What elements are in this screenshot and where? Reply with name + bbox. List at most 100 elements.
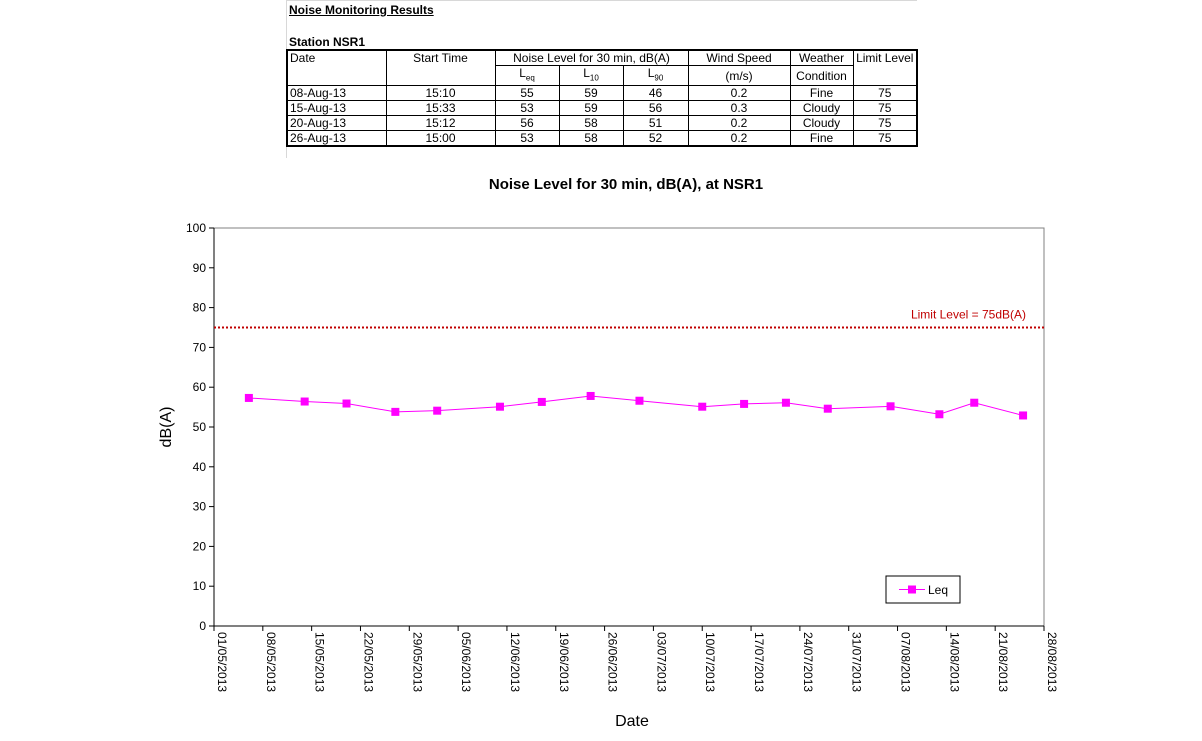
data-point [391, 407, 400, 416]
y-tick-label: 60 [193, 380, 207, 394]
cell-limit: 75 [852, 130, 918, 147]
cell-date: 15-Aug-13 [286, 100, 387, 117]
x-tick-label: 14/08/2013 [947, 632, 961, 692]
legend: Leq [885, 575, 961, 604]
y-tick-label: 40 [193, 460, 207, 474]
data-point [300, 397, 309, 406]
noise-results-table: Date Start Time Noise Level for 30 min, … [286, 49, 919, 148]
sheet-top-divider [287, 0, 917, 1]
plot-area [213, 227, 1045, 627]
chart-title: Noise Level for 30 min, dB(A), at NSR1 [489, 176, 763, 193]
table-row: 26-Aug-13 15:00 53 58 52 0.2 Fine 75 [286, 130, 918, 147]
header-l10: L10 [558, 64, 624, 87]
x-tick-label: 15/05/2013 [313, 632, 327, 692]
y-tick-label: 90 [193, 261, 207, 275]
limit-line-label: Limit Level = 75dB(A) [911, 308, 1026, 322]
results-heading: Noise Monitoring Results [289, 3, 434, 17]
x-tick-label: 19/06/2013 [557, 632, 571, 692]
x-tick-label: 28/08/2013 [1045, 632, 1059, 692]
y-tick-label: 80 [193, 301, 207, 315]
legend-marker [908, 585, 916, 594]
series-leq [244, 391, 1028, 420]
legend-label: Leq [928, 583, 948, 597]
x-tick-label: 05/06/2013 [459, 632, 473, 692]
cell-date: 20-Aug-13 [286, 115, 387, 132]
data-point [342, 399, 351, 408]
data-point [781, 398, 790, 407]
cell-weather: Fine [789, 130, 854, 147]
cell-start-time: 15:12 [385, 115, 496, 132]
x-tick-label: 03/07/2013 [654, 632, 668, 692]
cell-leq: 53 [494, 100, 560, 117]
cell-start-time: 15:00 [385, 130, 496, 147]
data-point [586, 391, 595, 400]
y-tick-label: 100 [186, 221, 206, 235]
y-axis-label: dB(A) [158, 407, 175, 448]
cell-wind-speed: 0.2 [687, 115, 791, 132]
y-tick-label: 0 [199, 619, 206, 633]
station-heading: Station NSR1 [289, 35, 366, 49]
header-weather-line1: Weather [789, 49, 854, 66]
header-leq-sub: eq [525, 73, 535, 83]
cell-l90: 52 [622, 130, 689, 147]
x-tick-label: 01/05/2013 [215, 632, 229, 692]
header-limit-level: Limit Level [852, 49, 918, 87]
data-point [244, 393, 253, 402]
y-tick-label: 50 [193, 420, 207, 434]
table-subheader-row: Leq L10 L90 (m/s) Condition [287, 64, 917, 87]
data-point [823, 404, 832, 413]
data-point [698, 402, 707, 411]
cell-leq: 55 [494, 85, 560, 102]
header-weather-line2: Condition [789, 64, 854, 87]
data-point [537, 397, 546, 406]
data-point [740, 399, 749, 408]
data-point [1019, 411, 1028, 420]
data-point [495, 402, 504, 411]
x-tick-label: 17/07/2013 [752, 632, 766, 692]
table-row: 08-Aug-13 15:10 55 59 46 0.2 Fine 75 [286, 85, 918, 102]
y-tick-label: 70 [193, 340, 207, 354]
x-axis-ticks: 01/05/2013 08/05/2013 15/05/2013 22/05/2013… [213, 626, 1059, 692]
x-tick-label: 12/06/2013 [508, 632, 522, 692]
data-point [886, 402, 895, 411]
data-point [433, 406, 442, 415]
limit-line-group: Limit Level = 75dB(A) [214, 308, 1044, 329]
x-tick-label: 26/06/2013 [606, 632, 620, 692]
header-l10-letter: L [583, 66, 590, 80]
header-l90-sub: 90 [654, 73, 664, 83]
x-tick-label: 29/05/2013 [410, 632, 424, 692]
data-point [935, 410, 944, 419]
table-row: 20-Aug-13 15:12 56 58 51 0.2 Cloudy 75 [286, 115, 918, 132]
x-tick-label: 22/05/2013 [361, 632, 375, 692]
cell-l10: 58 [558, 115, 624, 132]
x-tick-label: 31/07/2013 [850, 632, 864, 692]
header-l10-sub: 10 [589, 73, 599, 83]
x-axis-label: Date [615, 713, 649, 730]
header-date: Date [286, 49, 387, 87]
x-tick-label: 21/08/2013 [996, 632, 1010, 692]
cell-l90: 51 [622, 115, 689, 132]
y-axis-ticks: 0 10 20 30 40 50 60 70 80 90 100 [186, 221, 214, 633]
cell-leq: 53 [494, 130, 560, 147]
x-tick-label: 10/07/2013 [703, 632, 717, 692]
header-wind-unit: (m/s) [687, 64, 791, 87]
y-tick-label: 10 [193, 579, 207, 593]
cell-limit: 75 [852, 115, 918, 132]
cell-weather: Cloudy [789, 115, 854, 132]
data-point [970, 398, 979, 407]
header-l90-letter: L [647, 66, 655, 80]
data-point [635, 396, 644, 405]
header-start-time: Start Time [385, 49, 496, 87]
y-tick-label: 30 [193, 500, 207, 514]
x-tick-label: 08/05/2013 [264, 632, 278, 692]
header-l90: L90 [622, 64, 689, 87]
x-tick-label: 24/07/2013 [801, 632, 815, 692]
cell-date: 26-Aug-13 [286, 130, 387, 147]
header-leq-letter: L [519, 66, 526, 80]
x-tick-label: 07/08/2013 [899, 632, 913, 692]
y-tick-label: 20 [193, 539, 207, 553]
cell-limit: 75 [852, 85, 918, 102]
cell-wind-speed: 0.2 [687, 130, 791, 147]
